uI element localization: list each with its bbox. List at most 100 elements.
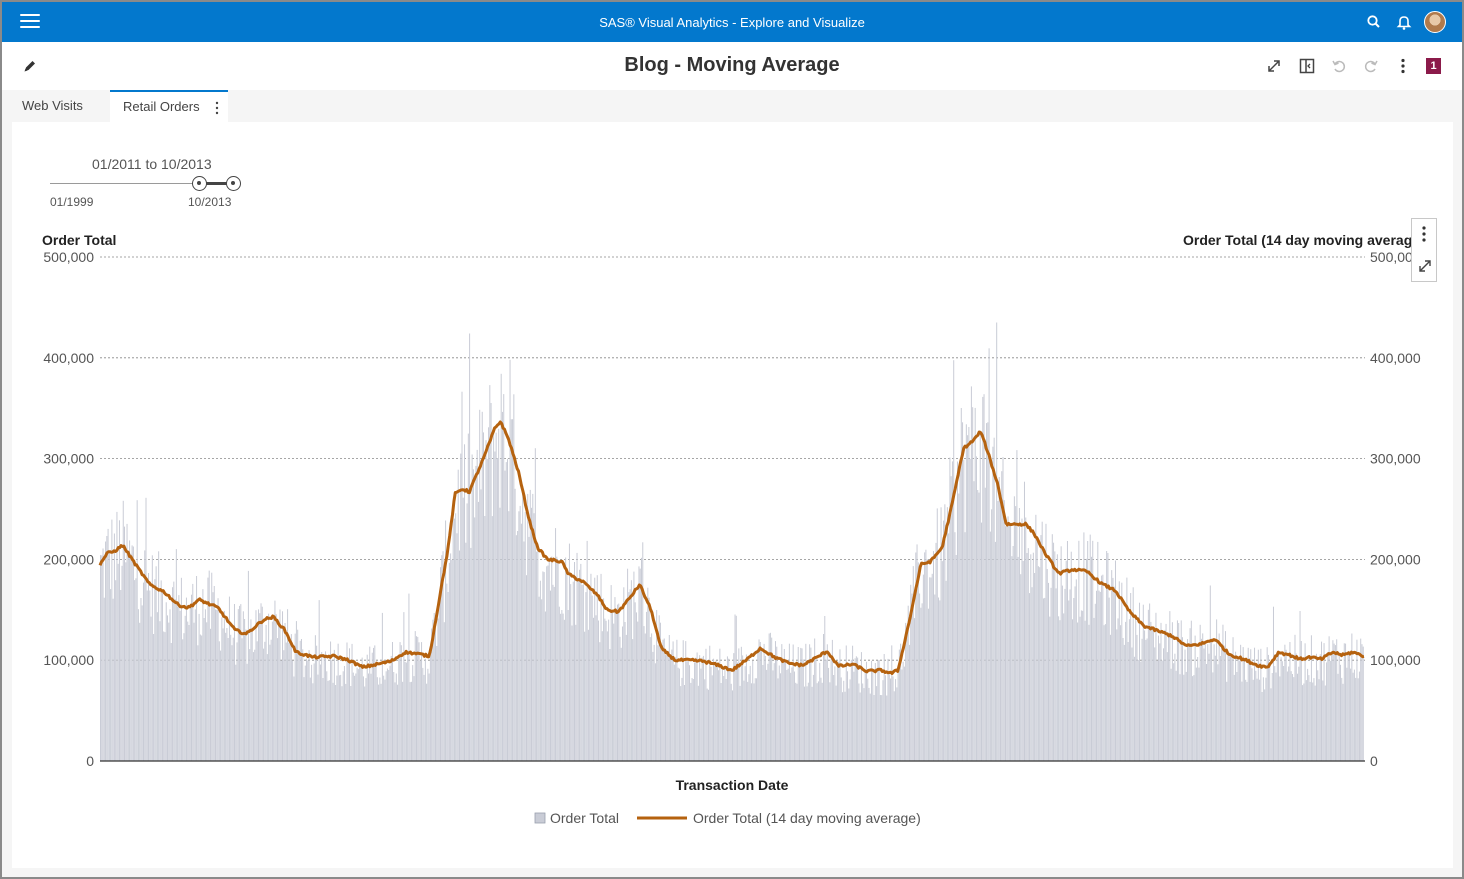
search-icon[interactable] xyxy=(1364,12,1384,32)
order-total-bar xyxy=(608,619,610,761)
order-total-bar xyxy=(1018,508,1020,761)
order-total-bar xyxy=(886,695,888,761)
order-total-bar xyxy=(839,649,841,761)
order-total-bar xyxy=(849,679,851,761)
order-total-bar xyxy=(1176,620,1178,761)
maximize-icon[interactable] xyxy=(1264,56,1284,76)
object-menu-icon[interactable] xyxy=(1420,225,1428,243)
order-total-bar xyxy=(1064,588,1066,761)
order-total-bar xyxy=(101,555,103,761)
tab-menu-icon[interactable] xyxy=(214,101,220,115)
order-total-bar xyxy=(204,609,206,761)
undo-icon[interactable] xyxy=(1329,56,1349,76)
order-total-bar xyxy=(782,658,784,761)
order-total-bar xyxy=(357,669,359,761)
order-total-bar xyxy=(1259,679,1261,761)
order-total-bar xyxy=(563,619,565,761)
order-total-bar xyxy=(1159,643,1161,761)
order-total-bar xyxy=(139,622,141,761)
order-total-bar xyxy=(385,671,387,761)
order-total-bar xyxy=(1073,598,1075,761)
order-total-bar xyxy=(505,462,507,761)
tab-web-visits[interactable]: Web Visits xyxy=(22,98,83,113)
order-total-bar xyxy=(682,640,684,761)
date-slider-track[interactable] xyxy=(50,183,235,184)
order-total-bar xyxy=(806,686,808,761)
order-total-bar xyxy=(1293,677,1295,761)
order-total-bar xyxy=(1171,622,1173,761)
order-total-bar xyxy=(1264,689,1266,761)
edit-pencil-icon[interactable] xyxy=(22,58,38,74)
order-total-bar xyxy=(1242,647,1244,761)
date-slider-end-handle[interactable] xyxy=(226,176,241,191)
order-total-bar xyxy=(599,642,601,761)
order-total-bar xyxy=(292,660,294,761)
order-total-bar xyxy=(1037,566,1039,761)
moving-average-line[interactable] xyxy=(98,420,1365,675)
order-total-bar xyxy=(941,561,943,761)
order-total-bar xyxy=(1250,649,1252,761)
order-total-bar xyxy=(282,611,284,761)
order-total-bar xyxy=(929,577,931,761)
order-total-bar xyxy=(699,655,701,761)
order-total-bar xyxy=(1026,553,1028,761)
order-total-bar xyxy=(465,542,467,761)
order-total-bar xyxy=(1324,685,1326,761)
order-total-bar xyxy=(1199,624,1201,761)
order-total-bar xyxy=(1213,644,1215,761)
order-total-bar xyxy=(284,623,286,761)
order-total-bar xyxy=(232,637,234,761)
order-total-bar xyxy=(555,528,557,761)
tab-retail-orders[interactable]: Retail Orders xyxy=(110,90,228,122)
order-total-bar xyxy=(917,562,919,761)
hamburger-menu-icon[interactable] xyxy=(20,14,40,30)
order-total-bar xyxy=(1183,674,1185,761)
toggle-pane-icon[interactable] xyxy=(1297,56,1317,76)
order-total-bar xyxy=(280,660,282,761)
order-total-bar xyxy=(318,600,320,761)
order-total-bar xyxy=(1198,667,1200,761)
date-slider-selected-range[interactable] xyxy=(199,182,233,185)
legend-item-order-total[interactable]: Order Total xyxy=(550,810,619,826)
order-total-bar xyxy=(1027,548,1029,761)
notifications-bell-icon[interactable] xyxy=(1394,12,1414,32)
order-total-bar xyxy=(1017,556,1019,761)
order-total-bar xyxy=(706,688,708,761)
order-total-bar xyxy=(423,674,425,761)
order-total-bar xyxy=(1327,651,1329,761)
order-total-bar xyxy=(1044,597,1046,761)
legend-item-moving-average[interactable]: Order Total (14 day moving average) xyxy=(693,810,921,826)
order-total-bar xyxy=(247,570,249,761)
order-total-bar xyxy=(596,575,598,761)
order-total-bar xyxy=(862,683,864,761)
order-total-bar xyxy=(1097,541,1099,761)
order-total-bar xyxy=(155,566,157,761)
notification-count-badge[interactable]: 1 xyxy=(1426,58,1441,74)
order-total-bar xyxy=(719,648,721,761)
order-total-bar xyxy=(639,568,641,761)
order-total-bar xyxy=(144,550,146,761)
order-total-bar xyxy=(244,619,246,761)
order-total-bar xyxy=(728,658,730,761)
order-total-bar xyxy=(1174,653,1176,761)
object-maximize-icon[interactable] xyxy=(1416,257,1434,275)
order-total-bar xyxy=(212,592,214,761)
redo-icon[interactable] xyxy=(1361,56,1381,76)
order-total-bar xyxy=(605,620,607,761)
date-slider-start-handle[interactable] xyxy=(192,176,207,191)
order-total-bar xyxy=(1072,619,1074,761)
order-total-bar xyxy=(309,677,311,761)
order-total-bar xyxy=(183,633,185,761)
user-avatar[interactable] xyxy=(1424,11,1446,33)
order-total-bar xyxy=(322,678,324,761)
order-total-bar xyxy=(384,679,386,761)
order-total-bar xyxy=(998,477,1000,761)
order-total-bar xyxy=(1272,606,1274,761)
order-total-bar xyxy=(404,661,406,761)
order-total-bar xyxy=(1074,586,1076,761)
order-total-bar xyxy=(273,616,275,761)
order-total-bar xyxy=(100,555,102,761)
more-options-icon[interactable] xyxy=(1393,56,1413,76)
order-total-bar xyxy=(1059,620,1061,761)
